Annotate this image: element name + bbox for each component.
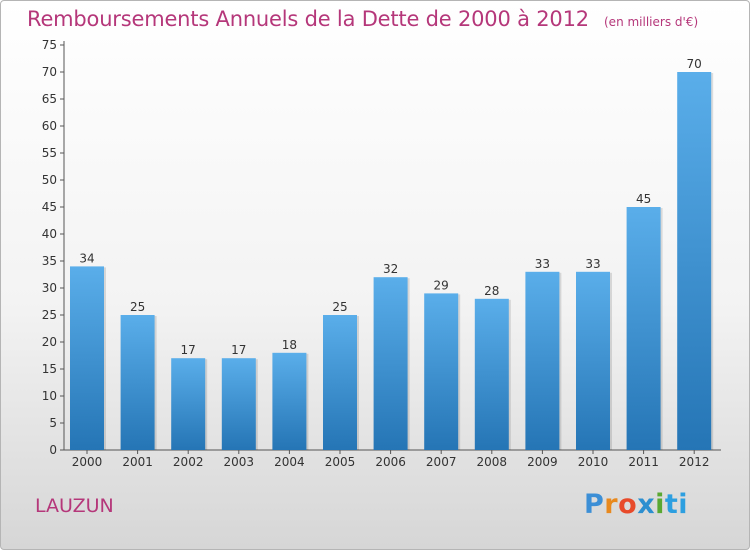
x-tick-label: 2008 <box>477 455 508 469</box>
y-tick-label: 25 <box>42 308 57 322</box>
commune-name: LAUZUN <box>35 495 114 517</box>
axis-layer: 0 5 10 15 20 25 30 35 40 45 50 55 60 65 70 75 2000 2001 20… <box>42 38 721 469</box>
y-tick-label: 75 <box>42 38 57 52</box>
data-label: 33 <box>535 257 550 271</box>
chart-title: Remboursements Annuels de la Dette de 20… <box>27 7 589 31</box>
x-tick-label: 2010 <box>578 455 609 469</box>
bar <box>474 298 509 450</box>
y-tick-label: 65 <box>42 92 57 106</box>
y-tick-label: 15 <box>42 362 57 376</box>
y-tick-label: 55 <box>42 146 57 160</box>
bar <box>171 358 206 450</box>
data-label: 18 <box>282 338 297 352</box>
x-tick-label: 2004 <box>274 455 305 469</box>
bar <box>576 271 610 450</box>
bar <box>424 293 459 450</box>
bar <box>221 358 256 450</box>
data-label: 70 <box>687 57 702 71</box>
y-tick-label: 35 <box>42 254 57 268</box>
y-tick-label: 45 <box>42 200 57 214</box>
chart-unit: (en milliers d'€) <box>604 15 699 29</box>
x-tick-label: 2009 <box>527 455 558 469</box>
bar <box>120 315 155 450</box>
data-label: 45 <box>636 192 651 206</box>
bar <box>70 266 104 450</box>
data-label: 33 <box>585 257 600 271</box>
x-tick-label: 2003 <box>224 455 255 469</box>
y-tick-label: 50 <box>42 173 57 187</box>
y-tick-label: 20 <box>42 335 57 349</box>
proxiti-logo: Proxiti <box>584 489 689 520</box>
data-label: 32 <box>383 262 398 276</box>
y-tick-label: 0 <box>49 443 57 457</box>
bar-layer: 34 25 17 17 18 25 32 29 28 33 33 45 70 <box>70 57 714 450</box>
x-tick-label: 2001 <box>122 455 153 469</box>
data-label: 17 <box>181 343 196 357</box>
x-tick-label: 2000 <box>72 455 103 469</box>
data-label: 25 <box>130 300 145 314</box>
data-label: 28 <box>484 284 499 298</box>
bar <box>626 207 661 450</box>
bar <box>272 352 307 450</box>
y-tick-label: 70 <box>42 65 57 79</box>
title-line: Remboursements Annuels de la Dette de 20… <box>27 7 698 31</box>
y-tick-label: 5 <box>49 416 57 430</box>
x-tick-label: 2012 <box>679 455 710 469</box>
x-tick-label: 2006 <box>375 455 406 469</box>
data-label: 17 <box>231 343 246 357</box>
x-tick-label: 2007 <box>426 455 457 469</box>
y-tick-label: 60 <box>42 119 57 133</box>
y-tick-label: 30 <box>42 281 57 295</box>
data-label: 29 <box>434 278 449 292</box>
x-tick-label: 2005 <box>325 455 356 469</box>
bar <box>677 72 712 450</box>
bar <box>525 271 560 450</box>
bar <box>323 315 357 450</box>
x-tick-label: 2002 <box>173 455 204 469</box>
data-label: 34 <box>79 251 94 265</box>
y-tick-label: 40 <box>42 227 57 241</box>
bar <box>373 277 408 450</box>
x-tick-label: 2011 <box>628 455 659 469</box>
y-tick-label: 10 <box>42 389 57 403</box>
data-label: 25 <box>332 300 347 314</box>
